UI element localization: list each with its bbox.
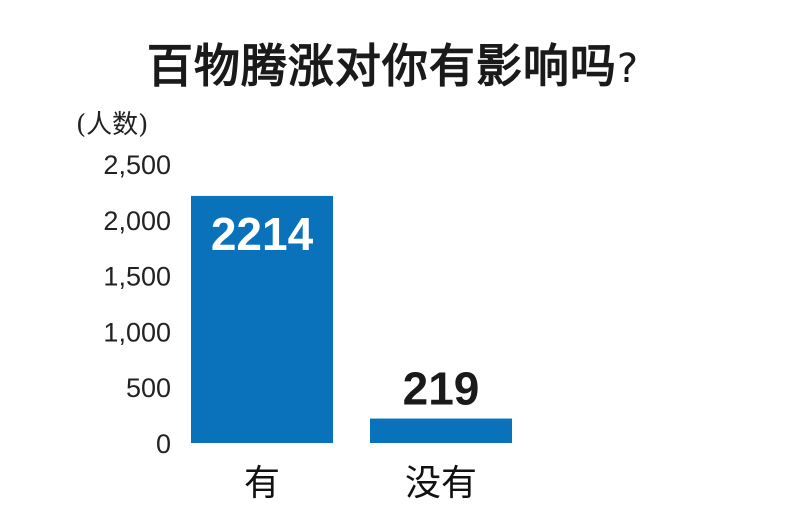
bar-1 bbox=[191, 195, 333, 443]
y-axis-ticks: 0 500 1,000 1,500 2,000 2,500 bbox=[103, 150, 171, 459]
y-tick-label: 500 bbox=[126, 373, 171, 403]
y-tick-label: 1,500 bbox=[103, 262, 171, 292]
chart-title-text: 百物腾涨对你有影响吗 bbox=[146, 39, 617, 93]
y-axis-label: (人数) bbox=[76, 110, 148, 140]
data-label-2: 219 bbox=[403, 363, 480, 415]
bar-2 bbox=[370, 418, 512, 443]
y-tick-label: 2,000 bbox=[103, 206, 171, 236]
chart-title-question-mark: ? bbox=[616, 46, 640, 92]
data-labels: 2214 219 bbox=[211, 208, 480, 415]
y-tick-label: 0 bbox=[156, 429, 171, 459]
y-tick-label: 1,000 bbox=[103, 317, 171, 347]
x-category-label: 没有 bbox=[405, 463, 477, 504]
y-tick-label: 2,500 bbox=[103, 150, 171, 180]
x-category-label: 有 bbox=[244, 463, 280, 504]
chart-title: 百物腾涨对你有影响吗? bbox=[0, 30, 786, 96]
data-label-1: 2214 bbox=[211, 208, 314, 260]
x-axis-categories: 有 没有 bbox=[244, 463, 477, 504]
bars bbox=[191, 195, 512, 443]
